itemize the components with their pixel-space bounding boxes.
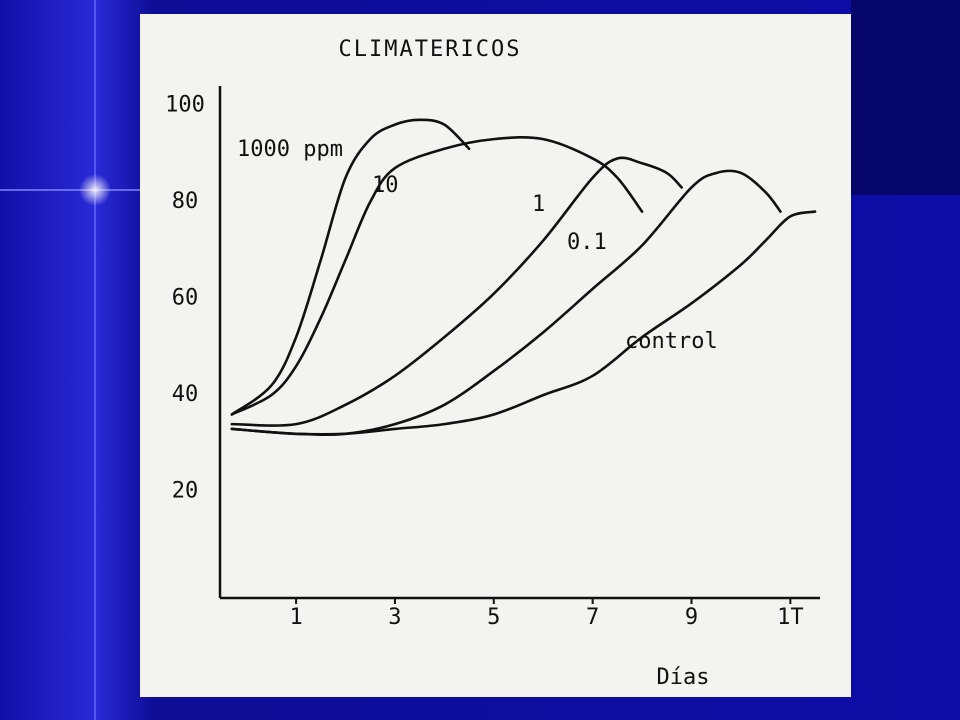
- y-tick-label: 60: [172, 286, 199, 311]
- x-axis-label: Días: [657, 665, 710, 690]
- data-line: [230, 135, 644, 416]
- series-label: 10: [372, 173, 399, 198]
- y-tick-label: 20: [172, 479, 199, 504]
- plot: 20 40 60 80 100 1 3 5 7 9 1T 1000 ppm 10 1 0.1 control: [165, 86, 820, 630]
- x-tick-label: 1T: [777, 605, 804, 630]
- y-tick-label: 80: [172, 189, 199, 214]
- series-label: 1: [532, 192, 545, 217]
- data-line: [230, 156, 683, 427]
- x-tick-label: 3: [388, 605, 401, 630]
- chart-title: CLIMATERICOS: [339, 37, 522, 62]
- series-label: 1000 ppm: [237, 137, 343, 162]
- slide-corner: [851, 0, 960, 195]
- x-tick-label: 9: [685, 605, 698, 630]
- y-tick-label: 40: [172, 382, 199, 407]
- series-label: 0.1: [567, 230, 607, 255]
- x-tick-label: 1: [289, 605, 302, 630]
- x-tick-label: 5: [487, 605, 500, 630]
- sparkle: [79, 174, 111, 206]
- data-line: [230, 118, 471, 416]
- scanned-page: [140, 14, 851, 697]
- data-line: [230, 210, 817, 436]
- y-tick-label: 100: [165, 92, 205, 117]
- x-tick-label: 7: [586, 605, 599, 630]
- series-label: control: [625, 329, 718, 354]
